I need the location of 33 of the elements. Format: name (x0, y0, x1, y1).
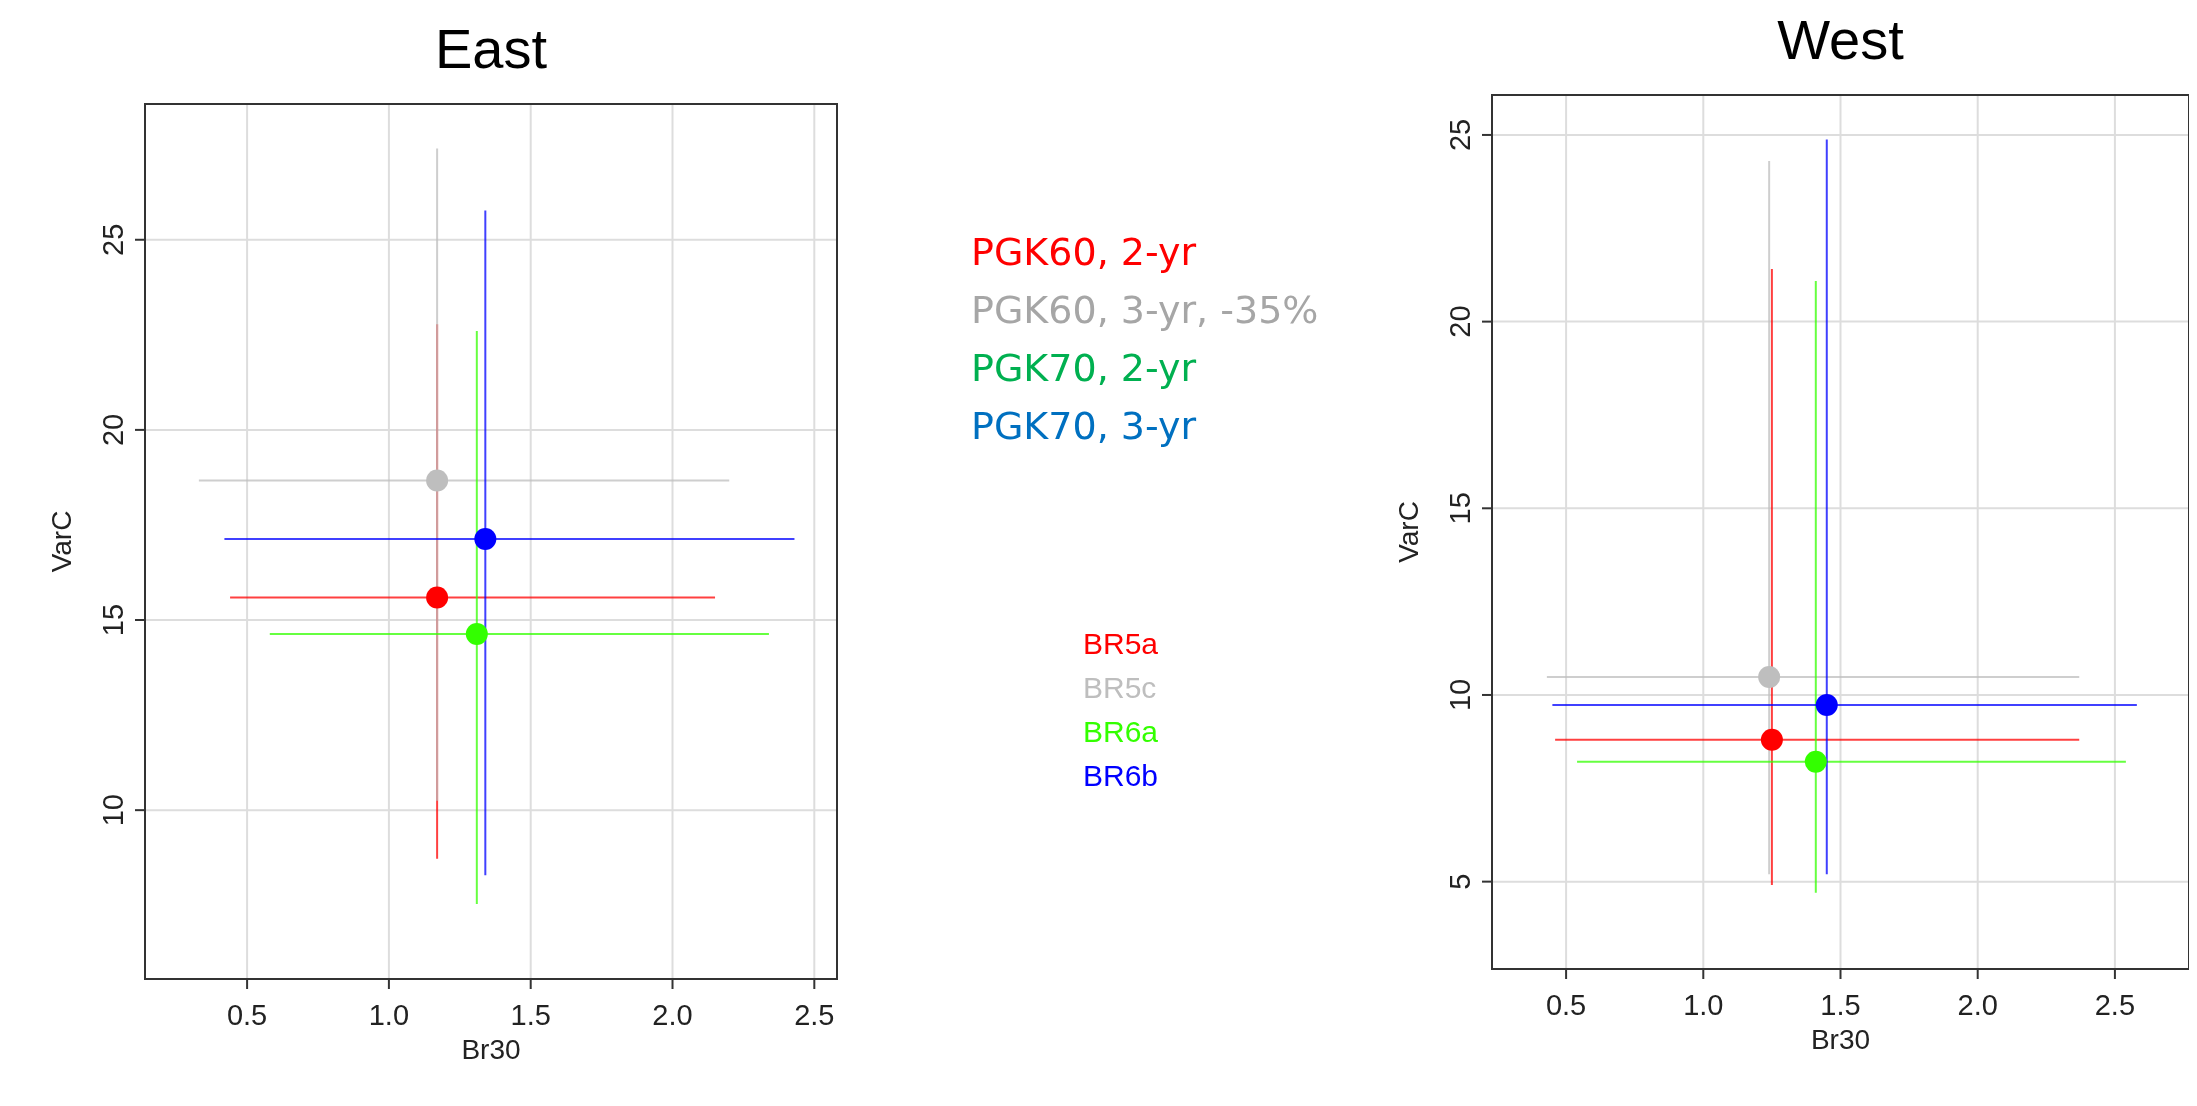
x-tick-label: 2.5 (794, 999, 835, 1031)
x-tick-label: 2.0 (1957, 989, 1998, 1021)
category-label: PGK60, 2-yr (971, 230, 1197, 274)
text: BR5a (1083, 627, 1159, 660)
y-tick-label: 15 (97, 603, 129, 637)
category-label: PGK60, 3-yr, -35% (971, 288, 1319, 332)
x-tick-label: 1.0 (368, 999, 410, 1031)
x-tick-label: 2.5 (2094, 989, 2136, 1021)
x-tick-label: 0.5 (226, 999, 268, 1031)
x-tick-label: 0.5 (1545, 989, 1587, 1021)
y-axis-title: VarC (46, 510, 77, 573)
x-tick-label: 1.5 (1820, 989, 1861, 1021)
y-tick-label: 20 (1444, 305, 1476, 338)
y-tick-label: 10 (1444, 678, 1476, 712)
category-label: PGK70, 2-yr (971, 346, 1197, 390)
x-tick-label: 2.0 (652, 999, 693, 1031)
text: BR6a (1083, 715, 1159, 748)
chart-title: West (1777, 8, 1905, 71)
y-tick-label: 15 (1444, 492, 1476, 525)
x-axis-title: Br30 (1810, 1024, 1871, 1055)
y-tick-label: 25 (1444, 118, 1476, 152)
y-tick-label: 10 (97, 794, 129, 827)
y-axis-title: VarC (1393, 501, 1424, 563)
chart-title: East (434, 17, 548, 80)
text: BR5c (1083, 671, 1157, 704)
text: BR6b (1083, 759, 1159, 792)
x-tick-label: 1.0 (1683, 989, 1724, 1021)
y-tick-label: 25 (97, 223, 129, 256)
x-tick-label: 1.5 (510, 999, 551, 1031)
category-label: PGK70, 3-yr (971, 404, 1197, 448)
y-tick-label: 5 (1444, 873, 1476, 890)
x-axis-title: Br30 (461, 1034, 521, 1065)
y-tick-label: 20 (97, 413, 129, 447)
